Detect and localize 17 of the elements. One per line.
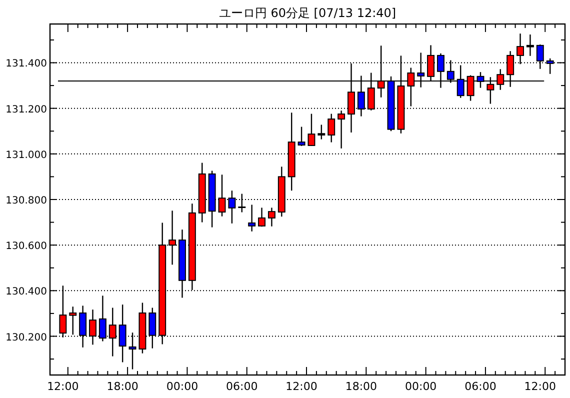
y-tick-label: 130.200 — [6, 332, 47, 344]
x-tick-label: 18:00 — [106, 380, 138, 393]
x-tick-label: 12:00 — [286, 380, 318, 393]
x-tick-label: 00:00 — [166, 380, 198, 393]
y-tick-label: 130.800 — [6, 196, 47, 206]
y-tick-label: 131.200 — [6, 104, 47, 116]
x-tick-label: 18:00 — [345, 380, 378, 393]
y-tick-label: 130.400 — [6, 286, 47, 298]
y-tick-label: 130.600 — [6, 241, 47, 252]
x-tick-label: 12:00 — [47, 380, 79, 393]
x-tick-label: 12:00 — [524, 380, 556, 393]
y-tick-label: 131.000 — [6, 150, 47, 161]
chart-title: ユーロ円 60分足 [07/13 12:40] — [218, 6, 396, 20]
x-tick-label: 06:00 — [464, 380, 496, 393]
y-tick-label: 131.400 — [6, 58, 47, 70]
x-tick-label: 06:00 — [226, 380, 258, 393]
x-tick-label: 00:00 — [404, 380, 437, 393]
